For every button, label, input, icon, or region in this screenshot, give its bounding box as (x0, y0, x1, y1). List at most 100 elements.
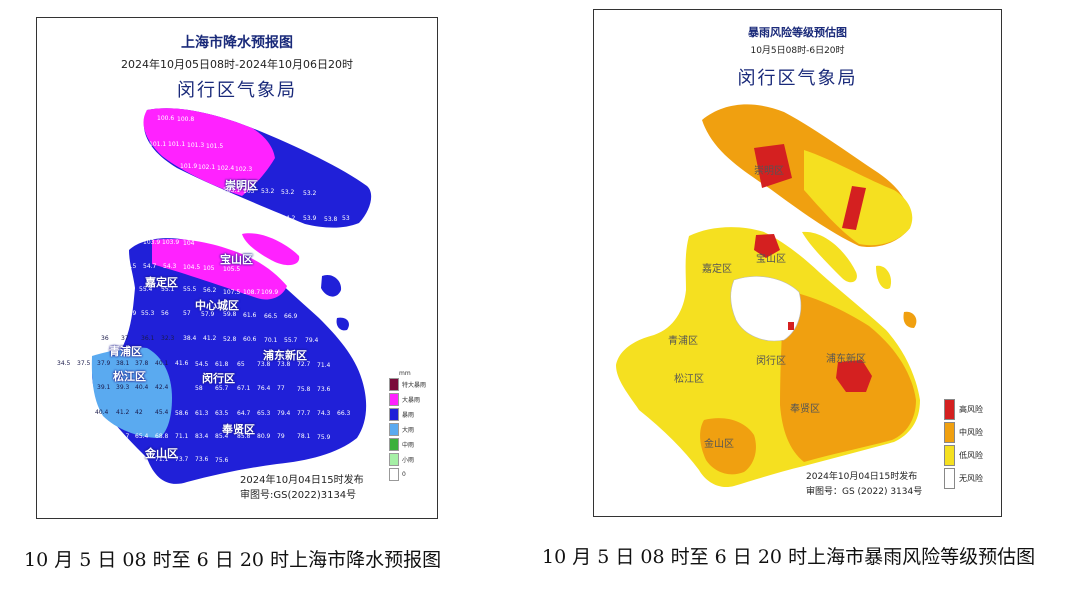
risk-chongming-high-1 (754, 144, 792, 188)
rain-map-organization: 闵行区气象局 (177, 80, 297, 101)
rain-legend-label: 暴雨 (402, 412, 415, 419)
risk-legend-label: 低风险 (959, 451, 983, 460)
rainfall-value: 80.9 (257, 433, 271, 440)
risk-hengsha-island (876, 265, 892, 290)
rainfall-value: 40.4 (95, 409, 109, 416)
risk-legend-item: 低风险 (944, 444, 983, 467)
rainfall-value: 104 (183, 240, 195, 247)
rainfall-value: 79.4 (277, 410, 291, 417)
rainfall-value: 65 (237, 361, 245, 368)
risk-baoshan-high (754, 234, 780, 258)
risk-legend-item: 高风险 (944, 398, 983, 421)
rain-forecast-panel: 上海市降水预报图 2024年10月05日08时-2024年10月06日20时 闵… (36, 17, 438, 519)
rainfall-value: 101.5 (206, 143, 224, 150)
rainfall-value: 75.8 (297, 386, 311, 393)
rain-issue-time: 2024年10月04日15时发布 (240, 475, 364, 486)
rainfall-value: 39.3 (116, 384, 130, 391)
risk-issue-time: 2024年10月04日15时发布 (806, 472, 918, 482)
rainfall-value: 53.2 (303, 190, 317, 197)
rainfall-value: 102.1 (198, 164, 216, 171)
rainfall-value: 36.1 (141, 335, 155, 342)
rainfall-value: 78.1 (297, 433, 311, 440)
risk-label-qingpu: 青浦区 (668, 336, 698, 347)
rainfall-value: 101.9 (180, 163, 198, 170)
rainfall-value: 83.4 (195, 433, 209, 440)
rainfall-value: 65.3 (257, 410, 271, 417)
rainfall-value: 77 (277, 385, 285, 392)
rain-legend-label: 中雨 (402, 442, 415, 449)
rain-legend-item: 大暴雨 (389, 392, 426, 407)
rainfall-value: 73.7 (175, 456, 189, 463)
caption-rain-risk: 10 月 5 日 08 时至 6 日 20 时上海市暴雨风险等级预估图 (542, 546, 1036, 568)
rainfall-value: 105 (203, 265, 215, 272)
rainfall-value: 101.1 (149, 141, 167, 148)
rainfall-value: 75.9 (317, 434, 331, 441)
rain-legend-item: 0 (389, 467, 426, 482)
rainfall-value: 74.3 (317, 410, 331, 417)
risk-legend-swatch (944, 468, 955, 489)
rainfall-value: 54.5 (123, 263, 137, 270)
risk-legend: 高风险 中风险低风险无风险 (944, 398, 983, 490)
rain-map-shapes (91, 108, 372, 484)
rainfall-value: 104.5 (183, 264, 201, 271)
rainfall-value: 55.7 (284, 337, 298, 344)
baoshan-heavy-zone (152, 238, 287, 300)
rainfall-value: 63.5 (215, 410, 229, 417)
rainfall-value: 41.2 (203, 335, 217, 342)
rain-legend-swatch (389, 393, 399, 406)
district-label-chongming: 崇明区 (225, 179, 258, 192)
rain-legend-label: 小雨 (402, 457, 415, 464)
rain-legend-swatch (389, 378, 399, 391)
rainfall-value: 67.1 (237, 385, 251, 392)
risk-jiuduansha-island (903, 311, 917, 328)
rain-legend-swatch (389, 453, 399, 466)
rainfall-value: 73.6 (195, 456, 209, 463)
risk-map-subtitle: 10月5日08时-6日20时 (750, 46, 845, 56)
rain-map-subtitle: 2024年10月05日08时-2024年10月06日20时 (121, 58, 353, 71)
risk-pudong-high (836, 360, 872, 392)
rainfall-value: 37.9 (97, 360, 111, 367)
risk-label-fengxian: 奉贤区 (790, 404, 820, 415)
rainfall-value: 79 (277, 433, 285, 440)
risk-label-minhang: 闵行区 (756, 356, 786, 367)
rainfall-value: 53.2 (261, 188, 275, 195)
rainfall-value: 54.7 (143, 263, 157, 270)
risk-label-jiading: 嘉定区 (702, 264, 732, 275)
rainfall-value: 79.4 (305, 337, 319, 344)
rainfall-value: 37.5 (77, 360, 91, 367)
risk-label-jinshan: 金山区 (704, 439, 734, 450)
risk-label-songjiang: 松江区 (674, 374, 704, 385)
rainfall-value: 53 (342, 215, 350, 222)
risk-legend-swatch (944, 445, 955, 466)
rainfall-value: 55.1 (161, 286, 175, 293)
rainfall-value: 100.8 (177, 116, 195, 123)
rainfall-value: 73.8 (277, 361, 291, 368)
rainfall-value: 108.7 (243, 289, 261, 296)
changxing-island (242, 233, 300, 266)
risk-legend-label: 无风险 (959, 474, 983, 483)
rainfall-value: 103.9 (162, 239, 180, 246)
rainfall-value: 65.7 (215, 385, 229, 392)
risk-label-baoshan: 宝山区 (756, 254, 786, 265)
rainfall-value: 42 (135, 409, 143, 416)
rainfall-value: 55.5 (183, 286, 197, 293)
risk-changxing-island (802, 231, 857, 283)
rainfall-value: 41.6 (175, 360, 189, 367)
rain-legend-swatch (389, 423, 399, 436)
rainfall-value: 101.1 (168, 141, 186, 148)
rainfall-value: 71.4 (317, 362, 331, 369)
rainfall-value: 55.9 (123, 310, 137, 317)
rainfall-value: 56.2 (203, 287, 217, 294)
risk-label-chongming: 崇明区 (754, 166, 784, 177)
rainfall-value: 55.3 (141, 310, 155, 317)
risk-map-title: 暴雨风险等级预估图 (748, 26, 847, 39)
rainfall-value: 32.3 (161, 335, 175, 342)
rainfall-value: 100.6 (157, 115, 175, 122)
risk-legend-item: 中风险 (944, 421, 983, 444)
rainfall-value: 63.7 (116, 433, 130, 440)
district-label-jinshan: 金山区 (145, 447, 178, 460)
rainfall-value: 57 (183, 310, 191, 317)
rainfall-value: 36 (101, 335, 109, 342)
rainfall-value: 75.6 (215, 457, 229, 464)
rainfall-value: 85.8 (237, 433, 251, 440)
